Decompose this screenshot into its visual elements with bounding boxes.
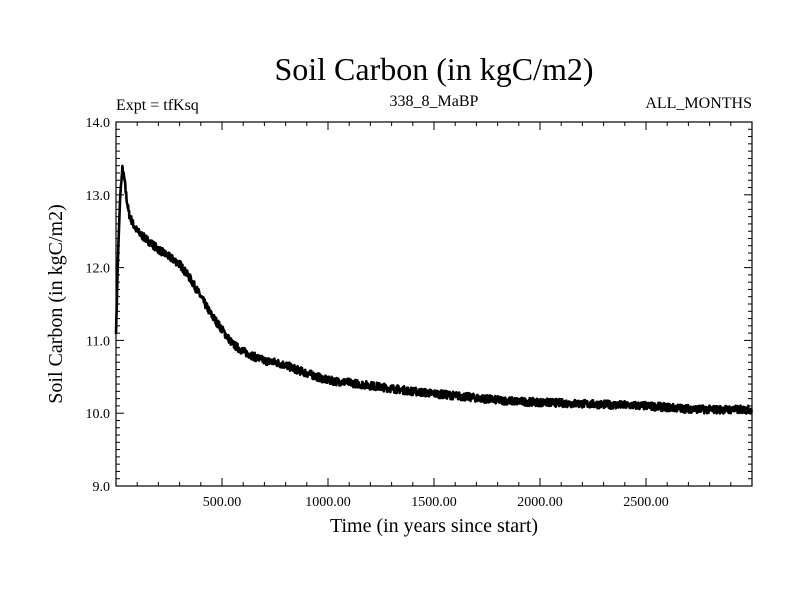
x-tick-label: 2000.00 — [517, 495, 563, 510]
y-axis: 9.0 10.0 11.0 12.0 13.0 14.0 — [86, 116, 752, 495]
x-tick-label: 1000.00 — [305, 495, 351, 510]
y-axis-label: Soil Carbon (in kgC/m2) — [45, 204, 67, 403]
experiment-label: Expt = tfKsq — [116, 97, 199, 114]
months-label: ALL_MONTHS — [645, 95, 752, 112]
soil-carbon-series-line — [114, 164, 754, 415]
y-tick-label: 13.0 — [86, 189, 111, 204]
x-axis-label: Time (in years since start) — [330, 515, 538, 537]
chart-title: Soil Carbon (in kgC/m2) — [274, 51, 593, 87]
y-tick-label: 10.0 — [86, 407, 111, 422]
x-tick-label: 2500.00 — [623, 495, 669, 510]
x-tick-label: 1500.00 — [411, 495, 457, 510]
period-label: 338_8_MaBP — [390, 93, 479, 110]
x-tick-label: 500.00 — [203, 495, 242, 510]
series-group — [114, 164, 754, 415]
y-tick-label: 12.0 — [86, 262, 111, 277]
plot-frame — [115, 121, 753, 487]
y-tick-label: 14.0 — [86, 116, 111, 131]
y-tick-label: 11.0 — [86, 334, 110, 349]
y-tick-label: 9.0 — [93, 480, 111, 495]
x-axis: 500.00 1000.00 1500.00 2000.00 2500.00 — [136, 122, 732, 510]
